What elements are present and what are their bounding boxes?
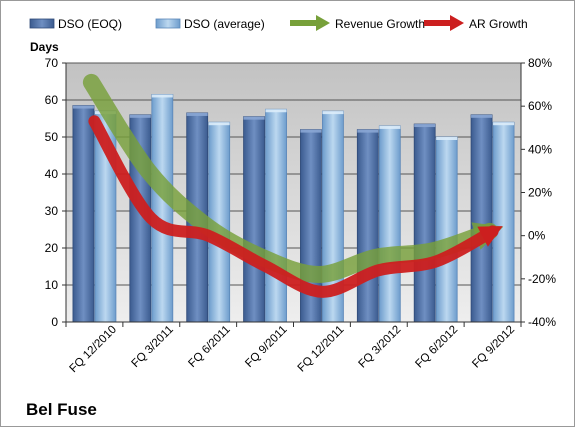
- left-tick-label: 20: [45, 241, 59, 255]
- left-tick-label: 10: [45, 278, 59, 292]
- growth-lines: [82, 73, 504, 298]
- bar-dso-eoq: [243, 116, 265, 323]
- legend-arrow-head: [450, 15, 464, 31]
- left-tick-label: 0: [51, 315, 58, 329]
- legend: DSO (EOQ) DSO (average) Revenue Growth AR G…: [29, 15, 528, 31]
- bar-cap: [265, 109, 287, 113]
- left-tick-label: 60: [45, 93, 59, 107]
- bar-dso-average: [435, 136, 458, 323]
- legend-label: Revenue Growth: [335, 17, 425, 31]
- bar-cap: [436, 137, 458, 140]
- right-axis-ticks: -40% -20% 0% 20% 40% 60% 80%: [521, 56, 556, 329]
- bar-cap: [300, 129, 322, 133]
- bar-cap: [151, 94, 173, 98]
- right-tick-label: -40%: [528, 315, 556, 329]
- left-tick-label: 50: [45, 130, 59, 144]
- legend-label: AR Growth: [469, 17, 528, 31]
- left-axis-ticks: 0 10 20 30 40 50 60 70: [45, 56, 66, 329]
- revenue-growth-line: [82, 73, 504, 283]
- ar-growth-line: [88, 115, 503, 298]
- bar-cap: [414, 124, 436, 128]
- right-tick-label: 80%: [528, 56, 552, 70]
- right-tick-label: -20%: [528, 272, 556, 286]
- legend-arrow-head: [316, 15, 330, 31]
- legend-label: DSO (EOQ): [58, 17, 122, 31]
- right-tick-label: 20%: [528, 186, 552, 200]
- bar-cap: [322, 111, 344, 115]
- bar-cap: [357, 129, 379, 133]
- chart-title: Bel Fuse: [26, 400, 97, 419]
- bar-dso-average: [378, 125, 401, 323]
- bar-dso-eoq: [413, 123, 436, 323]
- left-tick-label: 40: [45, 167, 59, 181]
- bar-cap: [208, 122, 230, 126]
- legend-label: DSO (average): [184, 17, 265, 31]
- bar-dso-eoq: [72, 105, 95, 323]
- right-tick-label: 60%: [528, 99, 552, 113]
- bar-dso-average: [265, 108, 287, 323]
- bar-cap: [186, 112, 208, 116]
- bar-dso-eoq: [356, 129, 379, 323]
- right-tick-label: 0%: [528, 229, 546, 243]
- legend-swatch: [155, 18, 181, 29]
- bar-dso-average: [492, 121, 515, 323]
- left-tick-label: 30: [45, 204, 59, 218]
- bar-cap: [129, 114, 151, 118]
- bar-cap: [72, 105, 94, 109]
- y-axis-label: Days: [30, 40, 59, 54]
- legend-swatch: [29, 18, 55, 29]
- bar-cap: [493, 122, 515, 126]
- left-tick-label: 70: [45, 56, 59, 70]
- bar-dso-average: [151, 94, 174, 323]
- bar-cap: [379, 125, 401, 129]
- bar-dso-eoq: [470, 114, 493, 323]
- right-tick-label: 40%: [528, 142, 552, 156]
- bar-cap: [243, 116, 265, 120]
- bar-cap: [471, 114, 493, 118]
